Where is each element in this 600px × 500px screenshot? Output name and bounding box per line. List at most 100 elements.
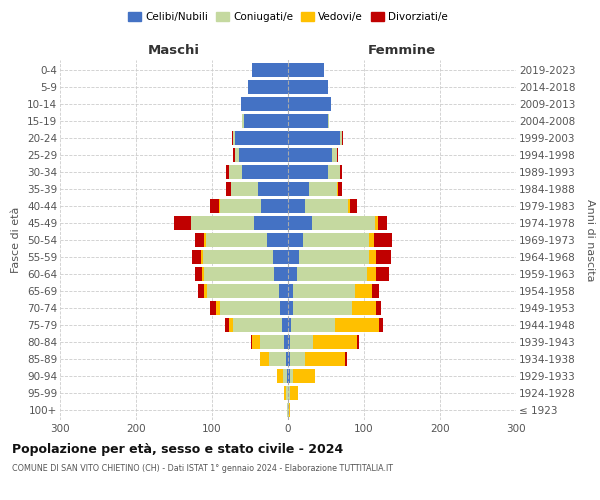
Bar (274, 267, 288, 281)
Bar (288, 63, 324, 77)
Bar (299, 250, 368, 264)
Bar (345, 352, 347, 366)
Bar (205, 284, 206, 298)
Bar (350, 199, 357, 213)
Bar (241, 97, 288, 111)
Bar (288, 352, 290, 366)
Bar (210, 199, 219, 213)
Bar (379, 318, 383, 332)
Text: Popolazione per età, sesso e stato civile - 2024: Popolazione per età, sesso e stato civil… (12, 442, 343, 456)
Bar (260, 352, 269, 366)
Bar (337, 182, 338, 196)
Bar (191, 216, 254, 230)
Bar (289, 403, 290, 417)
Bar (288, 284, 293, 298)
Bar (251, 335, 252, 349)
Bar (226, 182, 231, 196)
Bar (284, 386, 286, 400)
Bar (371, 284, 379, 298)
Legend: Celibi/Nubili, Coniugati/e, Vedovi/e, Divorziati/e: Celibi/Nubili, Coniugati/e, Vedovi/e, Di… (124, 8, 452, 26)
Bar (374, 216, 377, 230)
Bar (288, 267, 297, 281)
Bar (305, 352, 345, 366)
Bar (290, 386, 298, 400)
Bar (374, 233, 392, 247)
Bar (233, 318, 282, 332)
Text: COMUNE DI SAN VITO CHIETINO (CH) - Dati ISTAT 1° gennaio 2024 - Elaborazione TUT: COMUNE DI SAN VITO CHIETINO (CH) - Dati … (12, 464, 393, 473)
Bar (288, 403, 289, 417)
Bar (206, 233, 267, 247)
Bar (244, 114, 288, 128)
Bar (377, 216, 387, 230)
Bar (262, 199, 288, 213)
Bar (210, 301, 216, 315)
Bar (288, 199, 305, 213)
Bar (328, 165, 340, 179)
Bar (235, 131, 288, 145)
Bar (248, 80, 288, 94)
Bar (342, 131, 343, 145)
Bar (205, 233, 206, 247)
Bar (335, 318, 379, 332)
Bar (194, 267, 202, 281)
Bar (286, 386, 288, 400)
Bar (297, 267, 367, 281)
Bar (340, 165, 342, 179)
Bar (288, 165, 328, 179)
Bar (288, 318, 291, 332)
Bar (232, 131, 233, 145)
Bar (376, 267, 389, 281)
Bar (293, 301, 352, 315)
Bar (239, 148, 288, 162)
Bar (288, 369, 290, 383)
Bar (233, 148, 235, 162)
Bar (305, 199, 348, 213)
Bar (291, 318, 335, 332)
Bar (220, 301, 280, 315)
Bar (355, 284, 371, 298)
Bar (313, 335, 357, 349)
Bar (337, 148, 338, 162)
Bar (352, 301, 376, 315)
Bar (242, 114, 244, 128)
Bar (309, 182, 337, 196)
Text: Maschi: Maschi (148, 44, 200, 57)
Bar (370, 233, 374, 247)
Bar (328, 114, 329, 128)
Bar (205, 267, 274, 281)
Bar (195, 233, 205, 247)
Bar (290, 352, 305, 366)
Bar (216, 301, 220, 315)
Bar (267, 233, 288, 247)
Bar (277, 369, 283, 383)
Bar (288, 216, 313, 230)
Bar (338, 182, 342, 196)
Bar (280, 301, 288, 315)
Bar (293, 369, 314, 383)
Bar (376, 301, 381, 315)
Bar (288, 233, 303, 247)
Bar (252, 335, 260, 349)
Bar (376, 250, 391, 264)
Bar (288, 97, 331, 111)
Bar (287, 403, 288, 417)
Bar (367, 267, 376, 281)
Bar (202, 250, 203, 264)
Bar (202, 267, 205, 281)
Bar (192, 250, 202, 264)
Bar (235, 148, 239, 162)
Bar (340, 131, 342, 145)
Bar (288, 114, 328, 128)
Bar (303, 233, 370, 247)
Bar (287, 369, 288, 383)
Bar (174, 216, 191, 230)
Bar (288, 182, 309, 196)
Bar (251, 63, 288, 77)
Bar (229, 318, 233, 332)
Bar (203, 250, 273, 264)
Bar (290, 335, 313, 349)
Bar (290, 369, 293, 383)
Bar (288, 386, 290, 400)
Bar (257, 182, 288, 196)
Bar (288, 131, 340, 145)
